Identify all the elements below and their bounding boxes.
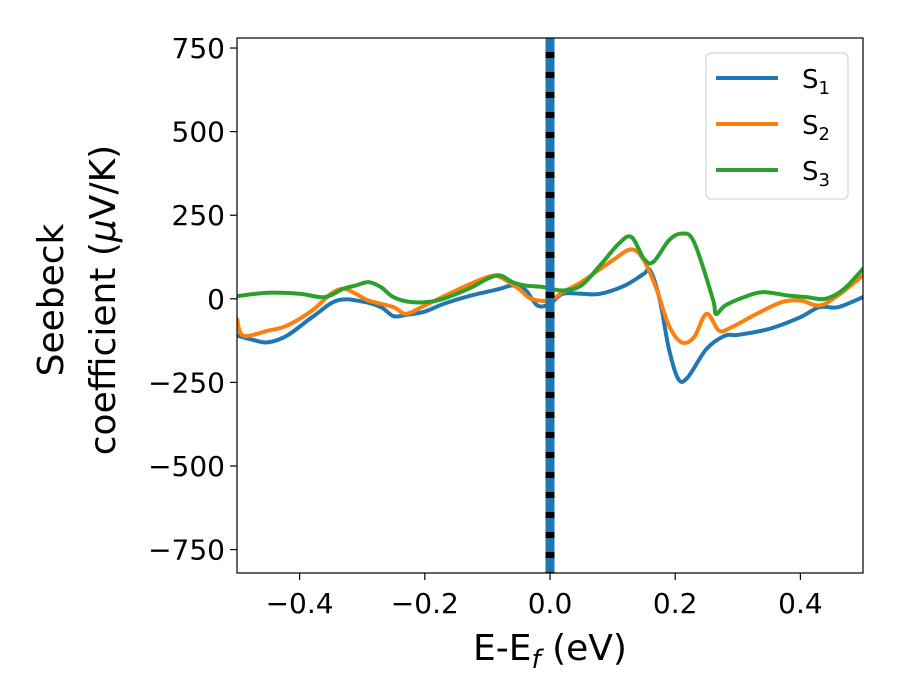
x-tick-label: −0.2	[391, 587, 459, 620]
y-tick-label: −500	[148, 450, 225, 483]
legend-label-s3: S3	[802, 157, 830, 191]
y-axis-title-mu: μ	[83, 219, 124, 243]
y-tick-label: 250	[172, 199, 225, 232]
x-axis-ticks: −0.4 −0.2 0.0 0.2 0.4	[266, 573, 823, 620]
y-tick-label: 750	[172, 32, 225, 65]
legend-label-s2: S2	[802, 111, 830, 145]
y-axis-title-line1: Seebeck	[31, 223, 72, 376]
series-layer	[237, 231, 863, 384]
y-axis-title-line2: coefficient (μV/K)	[83, 145, 124, 455]
x-axis-title: E-Ef (eV)	[473, 628, 627, 675]
x-axis-title-main: E-E	[473, 628, 531, 669]
x-tick-label: 0.0	[528, 587, 573, 620]
y-axis-ticks: −750 −500 −250 0 250 500 750	[148, 32, 237, 567]
legend-label-s1: S1	[802, 65, 830, 99]
series-line-s3	[237, 231, 863, 316]
y-axis-title-suffix: V/K)	[83, 145, 124, 219]
y-axis-title-prefix: coefficient (	[83, 242, 124, 455]
y-tick-label: 500	[172, 116, 225, 149]
x-tick-label: 0.2	[653, 587, 698, 620]
y-tick-label: 0	[207, 283, 225, 316]
y-tick-label: −250	[148, 366, 225, 399]
x-axis-title-unit: (eV)	[541, 628, 627, 669]
legend: S1 S2 S3	[705, 52, 849, 200]
legend-entries: S1 S2 S3	[716, 65, 830, 191]
x-tick-label: −0.4	[266, 587, 334, 620]
y-tick-label: −750	[148, 534, 225, 567]
x-tick-label: 0.4	[778, 587, 823, 620]
